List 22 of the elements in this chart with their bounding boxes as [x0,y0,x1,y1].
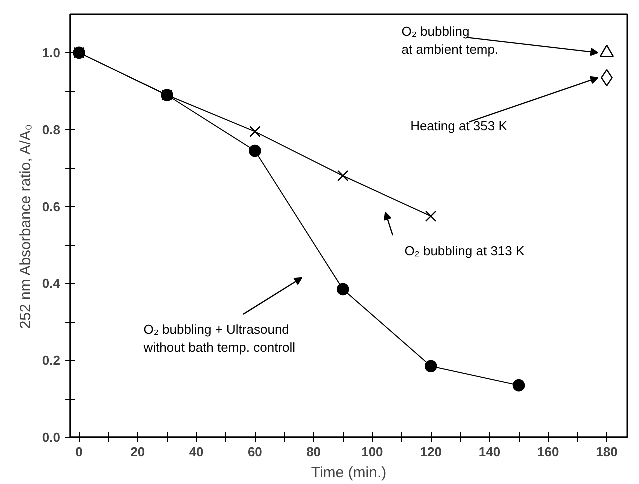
y-axis-title: 252 nm Absorbance ratio, A/A₀ [17,124,34,330]
x-tick-label: 60 [248,444,262,460]
x-axis-title: Time (min.) [311,464,387,482]
annotation: Heating at 353 K [410,118,508,134]
annotation: O₂ bubbling at 313 K [404,243,525,258]
y-tick-label: 0.2 [42,353,61,368]
x-tick-label: 80 [306,444,322,460]
y-tick-label: 0.4 [42,276,62,292]
x-tick-label: 40 [189,444,204,460]
x-tick-label: 120 [420,444,442,460]
x-tick-label: 100 [362,444,384,460]
x-tick-label: 0 [76,444,83,460]
x-tick-label: 140 [478,444,501,460]
y-tick-label: 0.6 [42,199,61,214]
annotation: O₂ bubbling at ambient temp. [402,24,499,58]
y-tick-label: 0.0 [42,430,61,445]
annotation: O₂ bubbling + Ultrasound without bath temp. controll [142,322,296,356]
x-tick-label: 180 [596,444,618,460]
y-tick-label: 0.8 [42,122,61,138]
x-tick-label: 20 [130,444,146,460]
x-tick-label: 160 [538,444,560,460]
y-tick-label: 1.0 [42,45,61,60]
